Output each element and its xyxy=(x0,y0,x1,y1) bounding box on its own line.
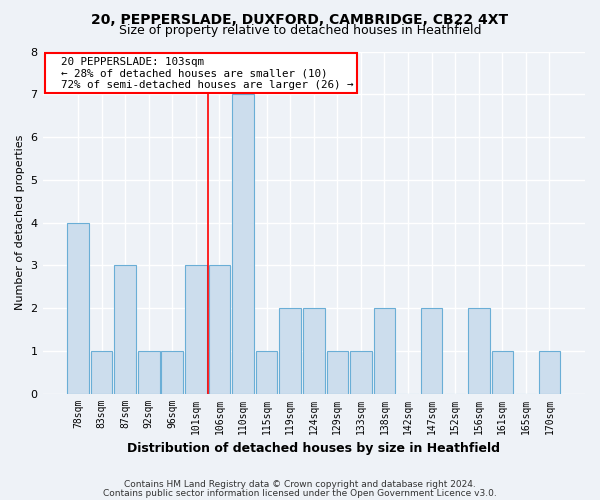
Text: Contains public sector information licensed under the Open Government Licence v3: Contains public sector information licen… xyxy=(103,489,497,498)
Text: Size of property relative to detached houses in Heathfield: Size of property relative to detached ho… xyxy=(119,24,481,37)
Bar xyxy=(374,308,395,394)
Bar xyxy=(161,351,183,394)
Bar xyxy=(421,308,442,394)
Bar xyxy=(256,351,277,394)
Bar xyxy=(185,266,207,394)
Text: 20 PEPPERSLADE: 103sqm
  ← 28% of detached houses are smaller (10)
  72% of semi: 20 PEPPERSLADE: 103sqm ← 28% of detached… xyxy=(48,56,353,90)
Text: 20, PEPPERSLADE, DUXFORD, CAMBRIDGE, CB22 4XT: 20, PEPPERSLADE, DUXFORD, CAMBRIDGE, CB2… xyxy=(91,12,509,26)
Y-axis label: Number of detached properties: Number of detached properties xyxy=(15,135,25,310)
X-axis label: Distribution of detached houses by size in Heathfield: Distribution of detached houses by size … xyxy=(127,442,500,455)
Bar xyxy=(138,351,160,394)
Bar xyxy=(539,351,560,394)
Bar xyxy=(209,266,230,394)
Bar xyxy=(326,351,348,394)
Bar xyxy=(67,222,89,394)
Text: Contains HM Land Registry data © Crown copyright and database right 2024.: Contains HM Land Registry data © Crown c… xyxy=(124,480,476,489)
Bar xyxy=(280,308,301,394)
Bar xyxy=(468,308,490,394)
Bar xyxy=(91,351,112,394)
Bar xyxy=(232,94,254,394)
Bar xyxy=(350,351,372,394)
Bar xyxy=(115,266,136,394)
Bar xyxy=(303,308,325,394)
Bar xyxy=(491,351,513,394)
